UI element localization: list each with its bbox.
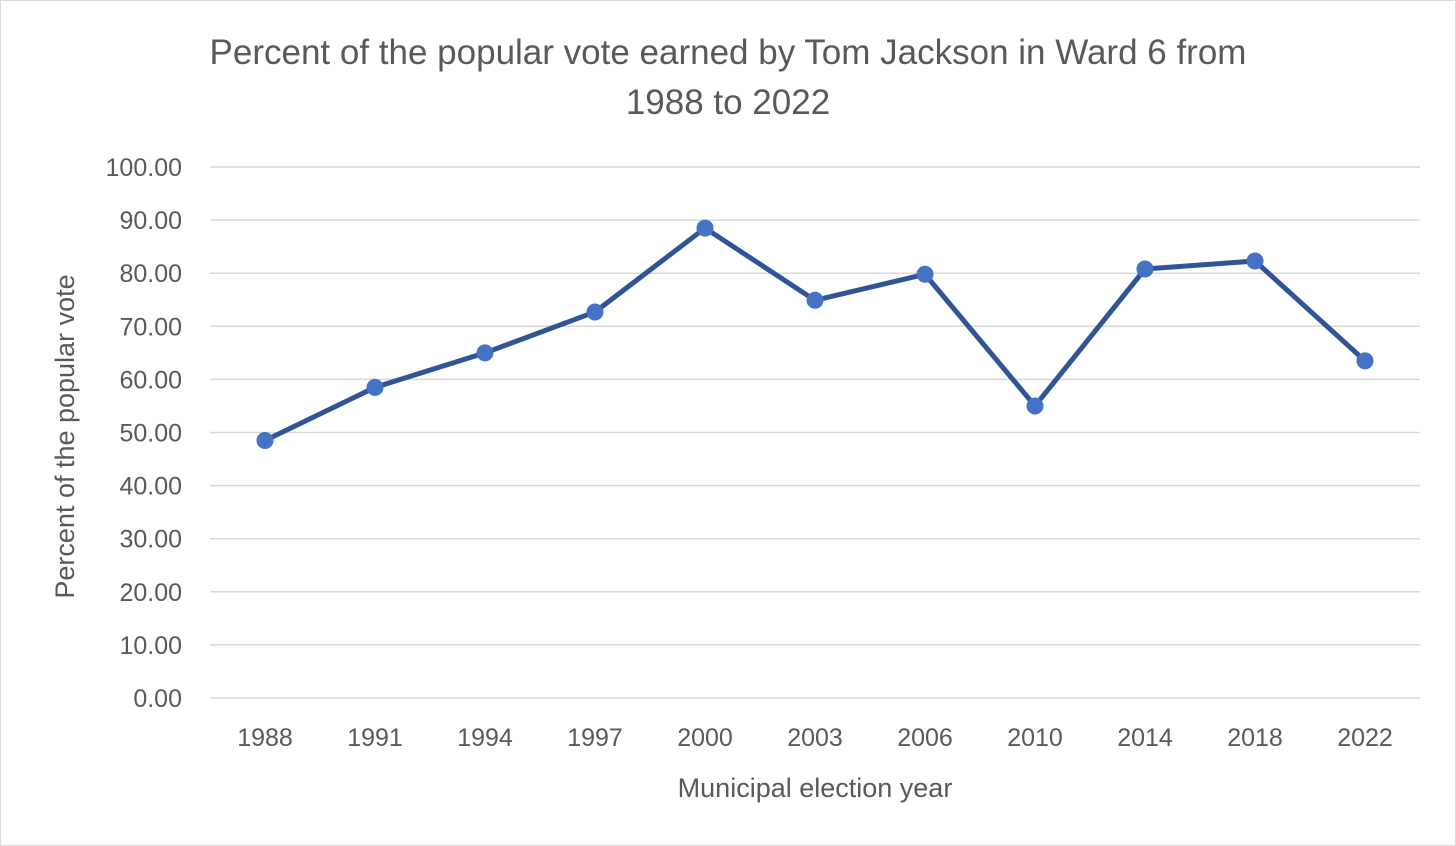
- y-tick-label: 30.00: [119, 526, 182, 554]
- data-point: [586, 303, 604, 321]
- x-tick-label: 1991: [347, 724, 403, 752]
- x-tick-label: 2003: [787, 724, 843, 752]
- y-axis-ticks: 0.00 10.00 20.00 30.00 40.00 50.00 60.00 70.00 8…: [106, 154, 182, 713]
- y-tick-label: 80.00: [119, 260, 182, 288]
- x-tick-label: 2018: [1227, 724, 1283, 752]
- chart-title: Percent of the popular vote earned by To…: [0, 28, 1456, 128]
- data-point: [1136, 260, 1154, 278]
- y-tick-label: 40.00: [119, 473, 182, 501]
- x-tick-label: 1988: [237, 724, 293, 752]
- y-tick-label: 90.00: [119, 207, 182, 235]
- y-axis-label: Percent of the popular vote: [50, 274, 80, 598]
- data-point: [696, 219, 714, 237]
- y-tick-label: 0.00: [133, 685, 182, 713]
- y-tick-label: 60.00: [119, 366, 182, 394]
- series-line: [262, 225, 1368, 443]
- x-tick-label: 1997: [567, 724, 623, 752]
- y-tick-label: 50.00: [119, 420, 182, 448]
- x-tick-label: 2010: [1007, 724, 1063, 752]
- x-tick-label: 1994: [457, 724, 513, 752]
- data-point: [1026, 397, 1044, 415]
- data-point: [916, 265, 934, 283]
- y-tick-label: 10.00: [119, 632, 182, 660]
- series-polyline: [262, 225, 1368, 443]
- data-point: [366, 378, 384, 396]
- x-axis-ticks: 1988 1991 1994 1997 2000 2003 2006 2010 2014 2018…: [237, 724, 1393, 752]
- y-tick-label: 20.00: [119, 579, 182, 607]
- x-tick-label: 2000: [677, 724, 733, 752]
- data-point: [1356, 352, 1374, 370]
- x-tick-label: 2022: [1337, 724, 1393, 752]
- x-tick-label: 2014: [1117, 724, 1173, 752]
- gridlines: [210, 166, 1420, 699]
- data-point: [256, 431, 274, 449]
- x-axis-label: Municipal election year: [678, 773, 953, 803]
- chart-title-line-1: Percent of the popular vote earned by To…: [209, 33, 1247, 72]
- data-point: [476, 344, 494, 362]
- data-point: [806, 291, 824, 309]
- chart-title-line-2: 1988 to 2022: [625, 83, 831, 122]
- data-point: [1246, 252, 1264, 270]
- x-tick-label: 2006: [897, 724, 953, 752]
- y-tick-label: 70.00: [119, 313, 182, 341]
- y-tick-label: 100.00: [106, 154, 182, 182]
- series-markers: [256, 219, 1374, 449]
